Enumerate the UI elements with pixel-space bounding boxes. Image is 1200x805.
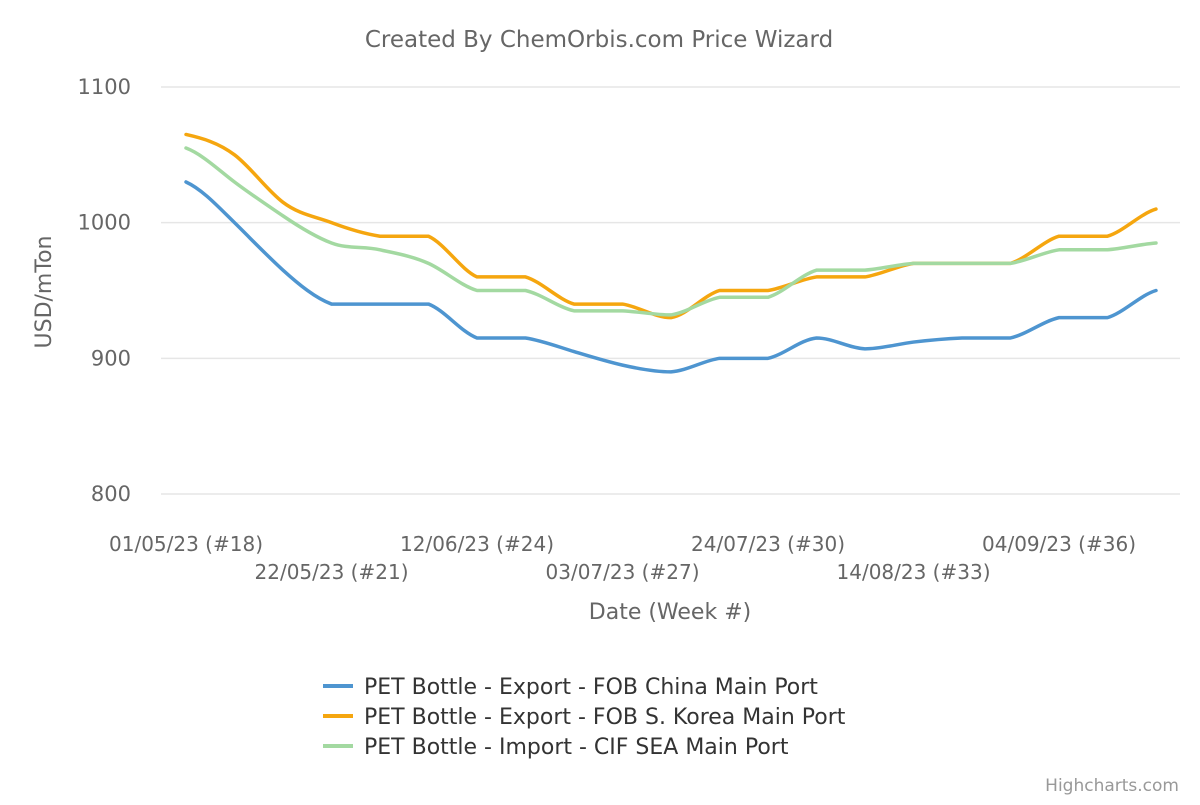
x-tick-label: 14/08/23 (#33) bbox=[837, 560, 991, 584]
x-tick-label: 12/06/23 (#24) bbox=[400, 532, 554, 556]
x-tick-label: 01/05/23 (#18) bbox=[109, 532, 263, 556]
series-lines bbox=[184, 132, 1158, 374]
x-axis-labels: 01/05/23 (#18) 22/05/23 (#21) 12/06/23 (#2… bbox=[109, 532, 1136, 584]
legend-label: PET Bottle - Export - FOB S. Korea Main … bbox=[364, 705, 846, 730]
y-axis-labels: 800 900 1000 1100 bbox=[78, 75, 131, 506]
x-tick-label: 24/07/23 (#30) bbox=[691, 532, 845, 556]
legend-label: PET Bottle - Import - CIF SEA Main Port bbox=[364, 735, 789, 760]
legend-label: PET Bottle - Export - FOB China Main Por… bbox=[364, 675, 818, 700]
legend-item-1[interactable]: PET Bottle - Export - FOB China Main Por… bbox=[323, 675, 818, 700]
y-tick-label: 1000 bbox=[78, 211, 131, 235]
legend-item-3[interactable]: PET Bottle - Import - CIF SEA Main Port bbox=[323, 735, 789, 760]
x-tick-label: 03/07/23 (#27) bbox=[546, 560, 700, 584]
legend: PET Bottle - Export - FOB China Main Por… bbox=[323, 675, 846, 760]
legend-item-2[interactable]: PET Bottle - Export - FOB S. Korea Main … bbox=[323, 705, 846, 730]
y-axis-title: USD/mTon bbox=[32, 236, 57, 349]
y-tick-label: 900 bbox=[91, 346, 131, 370]
credits-link[interactable]: Highcharts.com bbox=[1045, 776, 1179, 796]
chart-title: Created By ChemOrbis.com Price Wizard bbox=[365, 27, 833, 53]
series-line-3[interactable] bbox=[184, 146, 1158, 317]
x-axis-title: Date (Week #) bbox=[589, 600, 751, 625]
x-tick-label: 04/09/23 (#36) bbox=[982, 532, 1136, 556]
gridlines bbox=[161, 86, 1180, 495]
x-tick-label: 22/05/23 (#21) bbox=[255, 560, 409, 584]
y-tick-label: 1100 bbox=[78, 75, 131, 99]
series-line-1[interactable] bbox=[184, 180, 1158, 374]
y-tick-label: 800 bbox=[91, 482, 131, 506]
series-line-2[interactable] bbox=[184, 132, 1158, 320]
